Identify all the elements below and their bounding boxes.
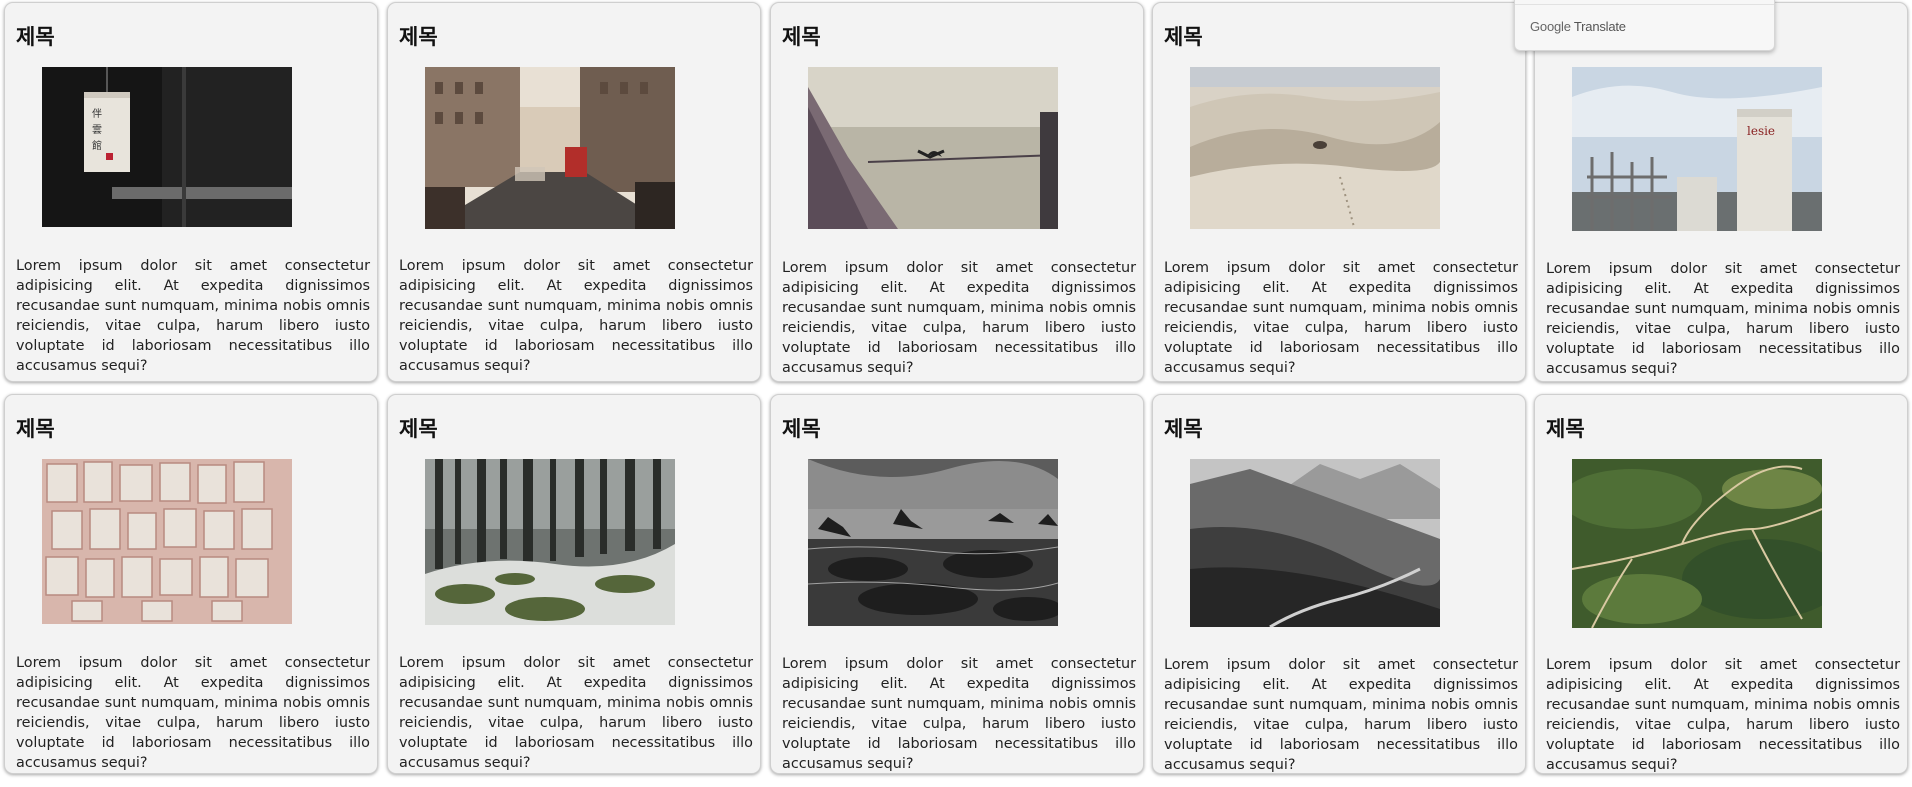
city-street-photo bbox=[425, 67, 675, 229]
card-text: Lorem ipsum dolor sit amet consectetur a… bbox=[1164, 657, 1518, 773]
google-logo-text: Google bbox=[1530, 19, 1571, 34]
book-pages-photo bbox=[42, 459, 292, 624]
svg-text:雲: 雲 bbox=[92, 124, 102, 136]
svg-text:伴: 伴 bbox=[92, 107, 102, 120]
card-text: Lorem ipsum dolor sit amet consectetur a… bbox=[399, 258, 753, 374]
card: 제목 Lorem ipsum dolor sit amet consectetu… bbox=[1534, 394, 1908, 774]
card-title: 제목 bbox=[782, 25, 821, 49]
svg-text:lesie: lesie bbox=[1747, 124, 1775, 138]
card: 제목 Lorem ipsum dolor sit amet consectetu… bbox=[1152, 2, 1526, 382]
svg-text:館: 館 bbox=[92, 139, 102, 152]
google-translate-widget[interactable]: Google Translate bbox=[1514, 0, 1775, 51]
card-text: Lorem ipsum dolor sit amet consectetur a… bbox=[16, 258, 370, 374]
card-title: 제목 bbox=[16, 25, 55, 49]
card: 제목 Lorem ipsum dolor sit amet consectetu… bbox=[387, 394, 761, 774]
card-text: Lorem ipsum dolor sit amet consectetur a… bbox=[1546, 261, 1900, 377]
card: 제목 Lorem ipsum dolor sit amet consectetu… bbox=[4, 394, 378, 774]
desert-dunes-photo bbox=[1190, 67, 1440, 229]
snowy-forest-photo bbox=[425, 459, 675, 625]
card-text: Lorem ipsum dolor sit amet consectetur a… bbox=[399, 655, 753, 771]
rocky-shore-photo bbox=[808, 459, 1058, 626]
card-title: 제목 bbox=[399, 417, 438, 441]
card-text: Lorem ipsum dolor sit amet consectetur a… bbox=[782, 656, 1136, 772]
card-title: 제목 bbox=[399, 25, 438, 49]
card-text: Lorem ipsum dolor sit amet consectetur a… bbox=[16, 655, 370, 771]
card-title: 제목 bbox=[1164, 25, 1203, 49]
mountain-road-photo bbox=[1190, 459, 1440, 627]
translate-text: Translate bbox=[1573, 19, 1626, 34]
card-text: Lorem ipsum dolor sit amet consectetur a… bbox=[782, 260, 1136, 376]
card: 제목 Lorem ipsum dolor sit amet consectetu… bbox=[770, 2, 1144, 382]
factory-tanks-photo: lesie bbox=[1572, 67, 1822, 231]
aerial-valley-photo bbox=[1572, 459, 1822, 628]
card-text: Lorem ipsum dolor sit amet consectetur a… bbox=[1164, 260, 1518, 376]
card-text: Lorem ipsum dolor sit amet consectetur a… bbox=[1546, 657, 1900, 773]
divider bbox=[1515, 4, 1774, 5]
boat-bird-photo bbox=[808, 67, 1058, 229]
card: 제목 Lorem ipsum dolor sit amet consectetu bbox=[387, 2, 761, 382]
card: 제목 Lorem ipsum dolor sit amet consectetu… bbox=[770, 394, 1144, 774]
card-title: 제목 bbox=[1546, 417, 1585, 441]
card-title: 제목 bbox=[782, 417, 821, 441]
card: 제목 伴 雲 館 Lorem ipsum dolor sit amet cons… bbox=[4, 2, 378, 382]
card: 제목 Lorem ipsum dolor sit amet consectetu… bbox=[1152, 394, 1526, 774]
card-title: 제목 bbox=[16, 417, 55, 441]
paper-lantern-photo: 伴 雲 館 bbox=[42, 67, 292, 227]
card: 제목 lesie Lorem ipsum dolor sit amet cons… bbox=[1534, 2, 1908, 382]
google-translate-label[interactable]: Google Translate bbox=[1530, 19, 1626, 34]
card-title: 제목 bbox=[1164, 417, 1203, 441]
